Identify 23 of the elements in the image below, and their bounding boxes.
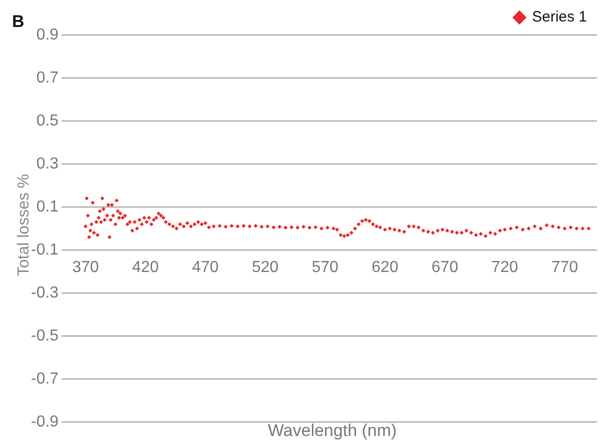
y-tick-label: 0.1 xyxy=(36,198,59,216)
x-tick-label: 720 xyxy=(491,259,518,276)
y-tick-label: -0.1 xyxy=(30,241,59,258)
x-tick-label: 370 xyxy=(72,259,99,276)
x-tick-label: 670 xyxy=(432,259,458,276)
y-axis-title: Total losses % xyxy=(15,174,32,276)
x-tick-label: 770 xyxy=(551,259,578,276)
y-tick-label: 0.5 xyxy=(36,112,59,130)
legend-label: Series 1 xyxy=(532,8,588,26)
y-tick-label: 0.3 xyxy=(36,155,59,172)
y-tick-label: -0.9 xyxy=(30,413,59,430)
x-tick-label: 520 xyxy=(252,259,279,276)
y-tick-label: -0.7 xyxy=(30,370,59,388)
x-tick-label: 570 xyxy=(312,259,339,276)
text: B xyxy=(12,12,24,32)
y-tick-label: 0.9 xyxy=(36,26,59,44)
y-tick-label: 0.7 xyxy=(36,69,59,86)
y-tick-label: -0.3 xyxy=(30,284,59,302)
x-tick-label: 470 xyxy=(192,259,219,276)
x-tick-label: 420 xyxy=(132,259,159,276)
y-tick-label: -0.5 xyxy=(30,327,59,344)
x-tick-label: 620 xyxy=(372,259,398,276)
x-axis-title: Wavelength (nm) xyxy=(268,421,397,440)
